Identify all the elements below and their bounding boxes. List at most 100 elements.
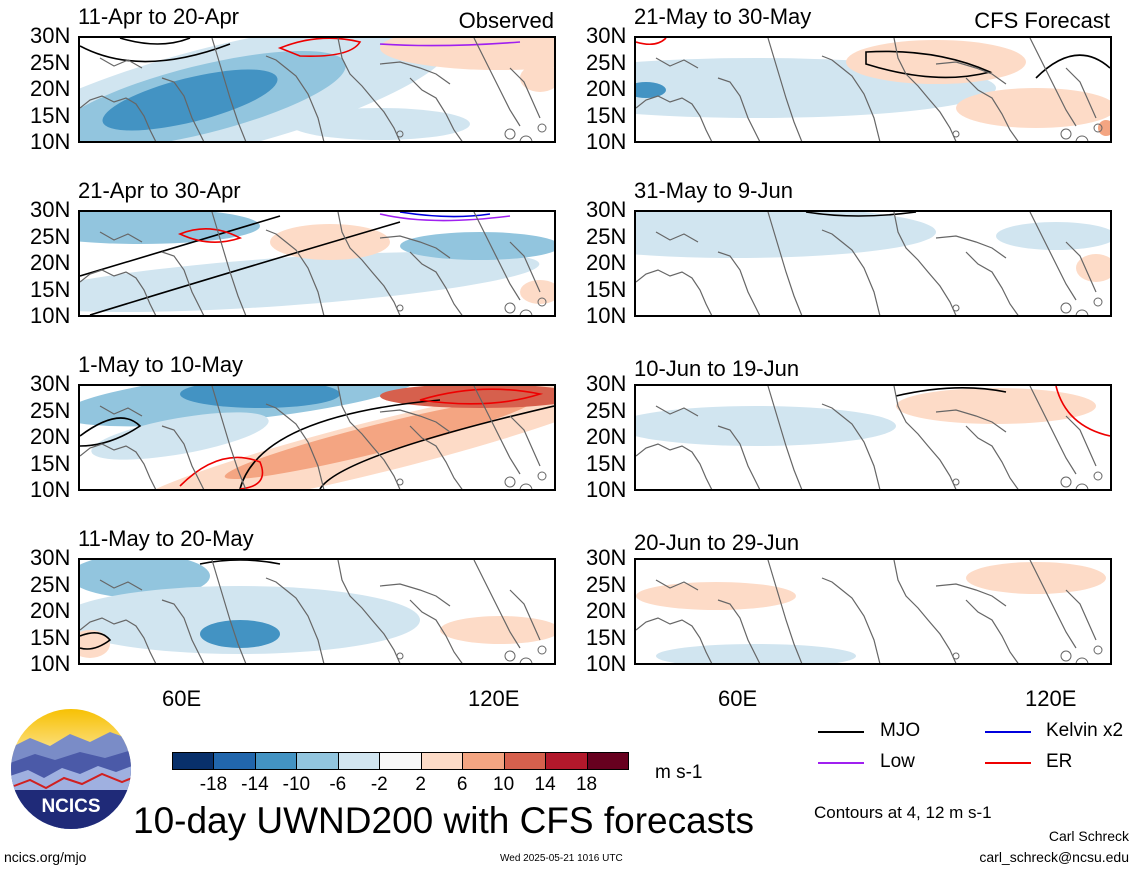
anomaly-region (290, 108, 470, 140)
colorbar-units: m s-1 (655, 762, 703, 783)
colorbar-swatch (379, 752, 422, 770)
contour-layer (895, 386, 1110, 437)
lat-label: 10N (30, 651, 71, 676)
island-outline (1060, 302, 1072, 314)
coastline (636, 38, 1097, 141)
lat-label: 10N (30, 129, 71, 154)
anomaly-region (440, 616, 554, 644)
island-outline (519, 483, 533, 489)
anomaly-region (200, 620, 280, 648)
colorbar-swatch (545, 752, 588, 770)
lat-label: 30N (30, 545, 71, 570)
colorbar-label: 2 (415, 774, 427, 795)
lat-label: 20N (586, 76, 627, 101)
lon-label-60e: 60E (718, 686, 758, 711)
island-outline (1093, 471, 1103, 481)
contour-line (199, 560, 281, 565)
lat-label: 25N (586, 223, 627, 249)
contour-line (177, 228, 243, 243)
shading-layer (636, 212, 1110, 282)
lat-label: 15N (586, 102, 627, 128)
map-right-3 (634, 384, 1112, 491)
island-outline (537, 297, 547, 307)
island-outline (1093, 123, 1103, 133)
island-outline (504, 650, 516, 662)
contour-line (865, 50, 993, 79)
contour-line (80, 632, 112, 650)
legend-low-line (818, 762, 864, 764)
contour-line (805, 212, 917, 217)
legend-mjo-line (818, 731, 864, 733)
panel-title: 21-May to 30-May (634, 4, 812, 29)
anomaly-region (636, 212, 936, 258)
contour-line (89, 221, 401, 315)
island-outline (396, 652, 404, 660)
contour-line (319, 405, 554, 489)
lat-label: 20N (30, 250, 71, 275)
island-outline (1093, 645, 1103, 655)
contour-line (119, 38, 191, 45)
lat-label: 30N (30, 371, 71, 396)
lat-label: 20N (586, 424, 627, 449)
lat-label: 10N (30, 303, 71, 328)
lat-label: 25N (586, 397, 627, 423)
colorbar-swatch (337, 752, 381, 770)
lat-label: 30N (586, 197, 627, 222)
panel-title: 11-Apr to 20-Apr (78, 4, 240, 29)
forecast-label: CFS Forecast (974, 8, 1110, 33)
author: Carl Schreck (1048, 828, 1129, 844)
lat-label: 20N (30, 598, 71, 623)
island-outline (537, 645, 547, 655)
island-outline (519, 309, 533, 315)
colorbar-swatch (172, 752, 215, 770)
anomaly-region (636, 582, 796, 610)
lat-label: 15N (30, 102, 71, 128)
contour-layer (80, 560, 281, 650)
colorbar-swatch (503, 752, 547, 770)
lat-label: 25N (30, 571, 71, 597)
anomaly-region (180, 386, 340, 408)
island-outline (1075, 657, 1089, 663)
lat-label: 30N (586, 23, 627, 48)
map-canvas (80, 38, 554, 141)
contour-line (277, 38, 362, 58)
map-right-1 (634, 36, 1112, 143)
anomaly-region (520, 64, 554, 92)
island-outline (504, 302, 516, 314)
island-outline (1060, 128, 1072, 140)
map-right-2 (634, 210, 1112, 317)
map-left-3 (78, 384, 556, 491)
island-outline (537, 471, 547, 481)
contour-layer (80, 38, 521, 63)
logo-text: NCICS (41, 796, 100, 817)
anomaly-region (1098, 120, 1110, 136)
colorbar-swatch (586, 752, 629, 770)
colorbar-swatch (254, 752, 298, 770)
panel-title: 31-May to 9-Jun (634, 178, 793, 203)
author-email[interactable]: carl_schreck@ncsu.edu (979, 849, 1129, 865)
website-link[interactable]: ncics.org/mjo (4, 849, 87, 865)
lat-label: 20N (30, 424, 71, 449)
lon-label-120e: 120E (468, 686, 520, 711)
contours-note: Contours at 4, 12 m s-1 (814, 803, 992, 822)
legend-er-line (985, 762, 1031, 764)
map-right-4 (634, 558, 1112, 665)
island-outline (537, 123, 547, 133)
lon-label-60e: 60E (162, 686, 202, 711)
lat-label: 20N (586, 598, 627, 623)
colorbar-label: -14 (241, 774, 269, 795)
lat-label: 20N (30, 76, 71, 101)
anomaly-region (996, 222, 1110, 250)
colorbar-label: 6 (456, 774, 468, 795)
lat-label: 15N (30, 624, 71, 650)
contour-line (80, 43, 231, 63)
colorbar-label: -10 (282, 774, 311, 795)
anomaly-region (966, 562, 1106, 594)
anomaly-region (956, 88, 1110, 128)
lon-label-120e: 120E (1025, 686, 1077, 711)
lat-label: 30N (30, 23, 71, 48)
lat-label: 15N (586, 450, 627, 476)
lat-label: 30N (30, 197, 71, 222)
map-canvas (636, 212, 1110, 315)
lat-label: 10N (586, 477, 627, 502)
